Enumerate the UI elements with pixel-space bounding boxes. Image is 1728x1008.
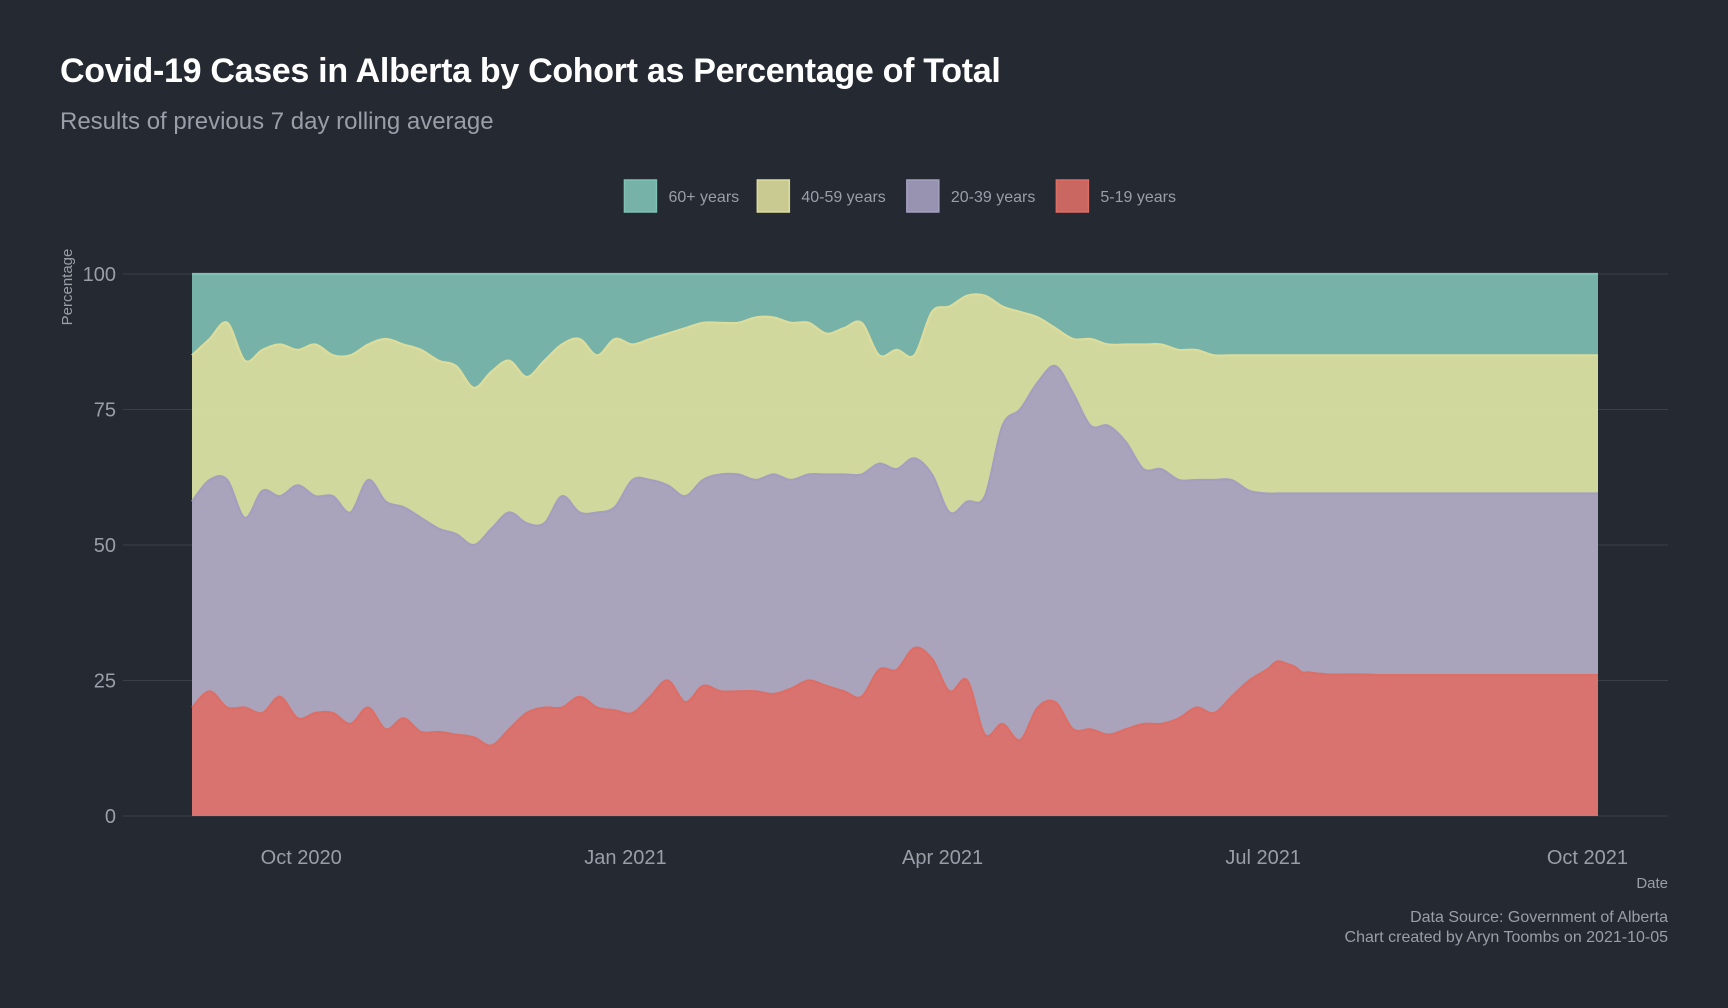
y-tick-label: 100 bbox=[83, 264, 116, 286]
chart-title: Covid-19 Cases in Alberta by Cohort as P… bbox=[60, 52, 1001, 90]
legend-label-60-years: 60+ years bbox=[668, 189, 739, 206]
y-tick-label: 75 bbox=[94, 400, 116, 422]
legend-label-5-19-years: 5-19 years bbox=[1100, 189, 1176, 206]
line-series-20-39-years bbox=[191, 364, 1598, 547]
area-series-5-19-years bbox=[192, 647, 1598, 816]
line-series-5-19-years bbox=[191, 646, 1598, 747]
chart-caption: Data Source: Government of Alberta Chart… bbox=[1345, 908, 1668, 948]
x-tick-label: Apr 2021 bbox=[902, 847, 983, 869]
x-tick-label: Jan 2021 bbox=[584, 847, 666, 869]
legend-swatch-20-39-years bbox=[906, 179, 940, 213]
y-tick-label: 50 bbox=[94, 535, 116, 557]
y-tick-label: 25 bbox=[94, 671, 116, 693]
y-axis-title: Percentage bbox=[59, 249, 76, 326]
x-tick-label: Oct 2020 bbox=[261, 847, 342, 869]
data-source-note: Data Source: Government of Alberta bbox=[1410, 909, 1668, 926]
legend-swatch-40-59-years bbox=[756, 179, 791, 213]
legend-label-40-59-years: 40-59 years bbox=[801, 189, 886, 206]
x-tick-label: Jul 2021 bbox=[1225, 847, 1301, 869]
author-note: Chart created by Aryn Toombs on 2021-10-… bbox=[1344, 929, 1668, 946]
x-axis-title: Date bbox=[1636, 875, 1668, 892]
legend-swatch-5-19-years bbox=[1055, 179, 1090, 213]
x-tick-label: Oct 2021 bbox=[1547, 847, 1628, 869]
chart-subtitle: Results of previous 7 day rolling averag… bbox=[60, 108, 494, 135]
legend-label-20-39-years: 20-39 years bbox=[951, 189, 1036, 206]
legend-swatch-60-years bbox=[623, 179, 658, 213]
line-series-40-59-years bbox=[191, 293, 1598, 389]
y-tick-label: 0 bbox=[105, 806, 116, 828]
